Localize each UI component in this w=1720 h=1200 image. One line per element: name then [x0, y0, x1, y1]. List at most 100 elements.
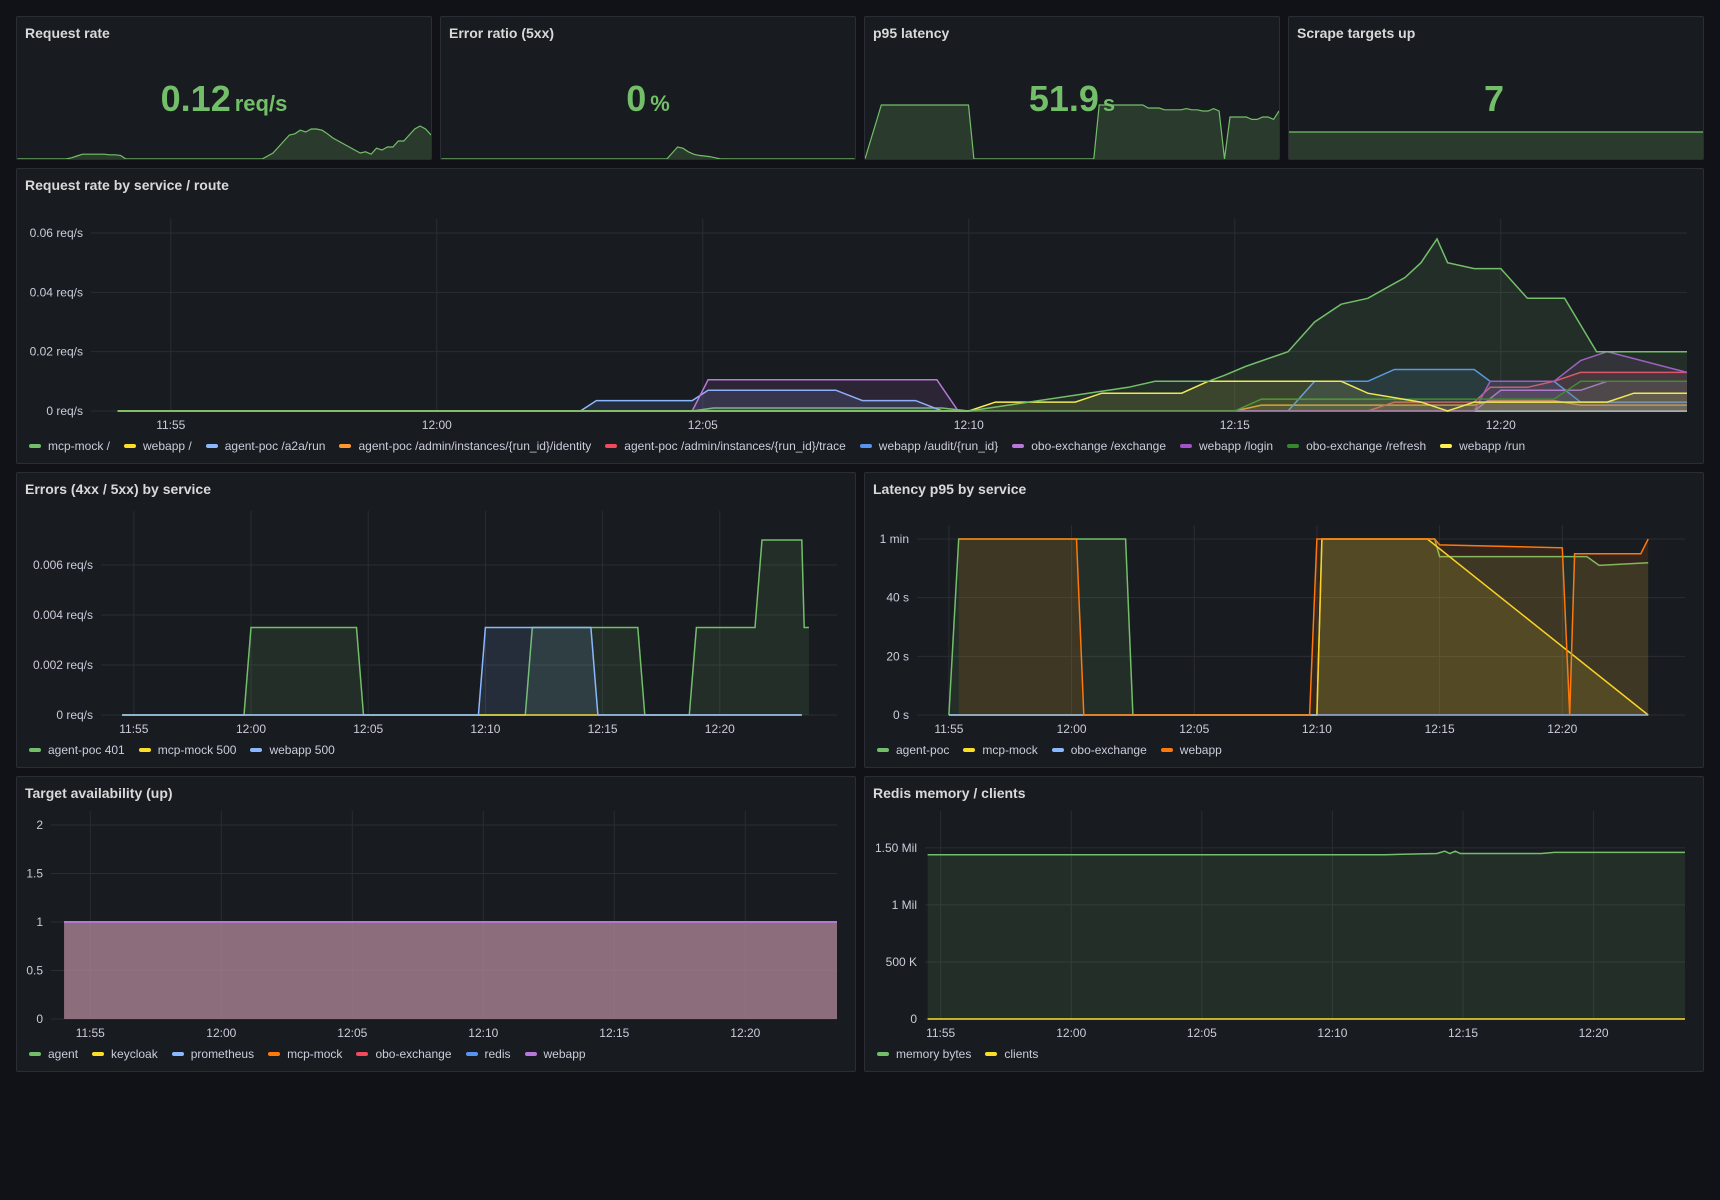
series-line-webapp	[958, 538, 1649, 716]
timeseries-chart: 0 req/s 0.02 req/s 0.04 req/s 0.06 req/s 11:…	[30, 219, 1688, 432]
legend-swatch	[268, 1051, 281, 1056]
stat-value: 7	[1289, 79, 1703, 124]
x-tick-label: 12:10	[468, 1026, 498, 1040]
sparkline-area	[441, 147, 855, 159]
legend-label: webapp /run	[1459, 439, 1526, 453]
stat-panel-scrape-targets[interactable]: Scrape targets up 7	[1288, 16, 1704, 160]
legend-label: webapp 500	[269, 743, 335, 757]
x-tick-label: 12:00	[1056, 1026, 1086, 1040]
legend-item[interactable]: obo-exchange	[1051, 743, 1147, 757]
panel-target-availability[interactable]: Target availability (up) 0 0.5 1 1.5 2 11:55 1…	[16, 776, 856, 1072]
panel-request-rate-by-route[interactable]: Request rate by service / route 0 req/s 0…	[16, 168, 1704, 464]
legend-item[interactable]: webapp	[524, 1047, 586, 1061]
panel-redis-memory-clients[interactable]: Redis memory / clients 0 500 K 1 Mil 1.50 M…	[864, 776, 1704, 1072]
y-tick-label: 1	[36, 915, 43, 929]
legend-item[interactable]: redis	[465, 1047, 511, 1061]
series-line-agent-poc-admin-instances-run-id-trace	[117, 371, 1687, 412]
stat-panel-p95-latency[interactable]: p95 latency 51.9 s	[864, 16, 1280, 160]
legend-swatch	[171, 1051, 184, 1056]
x-tick-label: 11:55	[119, 722, 148, 736]
legend-swatch	[1051, 747, 1064, 752]
panel-errors-by-service[interactable]: Errors (4xx / 5xx) by service 0 req/s 0.0…	[16, 472, 856, 768]
legend-swatch	[124, 443, 137, 448]
legend-swatch	[1287, 443, 1300, 448]
x-tick-label: 12:10	[954, 418, 984, 432]
legend-swatch	[465, 1051, 478, 1056]
legend-label: webapp	[543, 1047, 586, 1061]
legend-swatch	[250, 747, 263, 752]
x-tick-label: 12:00	[206, 1026, 236, 1040]
legend-item[interactable]: agent-poc 401	[29, 743, 125, 757]
legend-item[interactable]: obo-exchange /refresh	[1287, 439, 1426, 453]
series-area-redis	[64, 922, 838, 1019]
series-area-series-10	[117, 238, 1688, 411]
legend-label: agent-poc /admin/instances/{run_id}/trac…	[624, 439, 846, 453]
x-tick-label: 12:15	[1220, 418, 1250, 432]
legend-label: obo-exchange	[1070, 743, 1147, 757]
legend-item[interactable]: agent-poc /a2a/run	[205, 439, 325, 453]
y-tick-label: 0.04 req/s	[30, 285, 83, 299]
legend-item[interactable]: prometheus	[171, 1047, 254, 1061]
legend-swatch	[524, 1051, 537, 1056]
series-line-obo-exchange-refresh	[117, 380, 1687, 412]
sparkline-area	[1289, 132, 1703, 159]
series-area-memory-bytes	[927, 851, 1685, 1019]
x-tick-label: 12:10	[1317, 1026, 1347, 1040]
legend-item[interactable]: webapp /login	[1180, 439, 1273, 453]
legend-item[interactable]: obo-exchange /exchange	[1012, 439, 1166, 453]
legend-label: agent-poc 401	[48, 743, 125, 757]
legend-item[interactable]: webapp 500	[250, 743, 335, 757]
timeseries-chart: 0 500 K 1 Mil 1.50 Mil 11:55 12:00 12:05 12:10 1…	[875, 811, 1685, 1040]
panel-title: Redis memory / clients	[873, 785, 1026, 801]
y-tick-label: 1.5	[26, 867, 43, 881]
y-tick-label: 500 K	[886, 955, 917, 969]
y-tick-label: 0	[36, 1012, 43, 1026]
legend-item[interactable]: memory bytes	[877, 1047, 971, 1061]
legend-item[interactable]: agent-poc	[877, 743, 949, 757]
legend-item[interactable]: webapp /audit/{run_id}	[859, 439, 998, 453]
legend-item[interactable]: keycloak	[92, 1047, 158, 1061]
legend-swatch	[138, 747, 151, 752]
legend-label: agent	[48, 1047, 79, 1061]
legend-swatch	[985, 1051, 998, 1056]
legend-item[interactable]: obo-exchange	[356, 1047, 452, 1061]
legend-label: webapp /	[143, 439, 192, 453]
panel-latency-p95[interactable]: Latency p95 by service 0 s 20 s 40 s 1 min 1…	[864, 472, 1704, 768]
legend-swatch	[92, 1051, 105, 1056]
x-tick-label: 12:05	[1179, 722, 1209, 736]
y-tick-label: 0.002 req/s	[33, 658, 93, 672]
x-tick-label: 12:20	[730, 1026, 760, 1040]
series-area-obo-exchange-exchange	[117, 379, 1688, 411]
stat-unit: req/s	[234, 91, 288, 116]
legend-item[interactable]: mcp-mock 500	[138, 743, 236, 757]
legend-label: redis	[484, 1047, 511, 1061]
x-tick-label: 11:55	[934, 722, 963, 736]
legend-swatch	[1440, 443, 1453, 448]
legend-item[interactable]: agent	[29, 1047, 78, 1061]
legend-item[interactable]: webapp /run	[1440, 439, 1525, 453]
legend-swatch	[1160, 747, 1173, 752]
legend-item[interactable]: clients	[985, 1047, 1038, 1061]
y-tick-label: 0.5	[26, 964, 43, 978]
stat-panel-request-rate[interactable]: Request rate 0.12 req/s	[16, 16, 432, 160]
stat-value: 0%	[441, 79, 855, 124]
y-tick-label: 40 s	[886, 591, 909, 605]
stat-number: 51.9	[1028, 78, 1099, 119]
legend: agent keycloak prometheus mcp-mock obo-excha…	[29, 1047, 600, 1061]
legend-item[interactable]: mcp-mock	[268, 1047, 342, 1061]
sparkline-line	[17, 125, 431, 159]
x-tick-label: 12:20	[705, 722, 735, 736]
legend-item[interactable]: mcp-mock /	[29, 439, 110, 453]
series-line-series-10	[117, 237, 1687, 412]
x-tick-label: 12:10	[1302, 722, 1332, 736]
panel-title: p95 latency	[873, 25, 950, 41]
legend-swatch	[877, 747, 889, 752]
legend-item[interactable]: agent-poc /admin/instances/{run_id}/trac…	[605, 439, 846, 453]
legend-item[interactable]: webapp /	[124, 439, 192, 453]
legend-item[interactable]: agent-poc /admin/instances/{run_id}/iden…	[339, 439, 591, 453]
legend-item[interactable]: webapp	[1160, 743, 1222, 757]
legend-swatch	[339, 443, 352, 448]
stat-panel-error-ratio[interactable]: Error ratio (5xx) 0%	[440, 16, 856, 160]
legend-item[interactable]: mcp-mock	[963, 743, 1038, 757]
x-tick-label: 12:10	[470, 722, 500, 736]
